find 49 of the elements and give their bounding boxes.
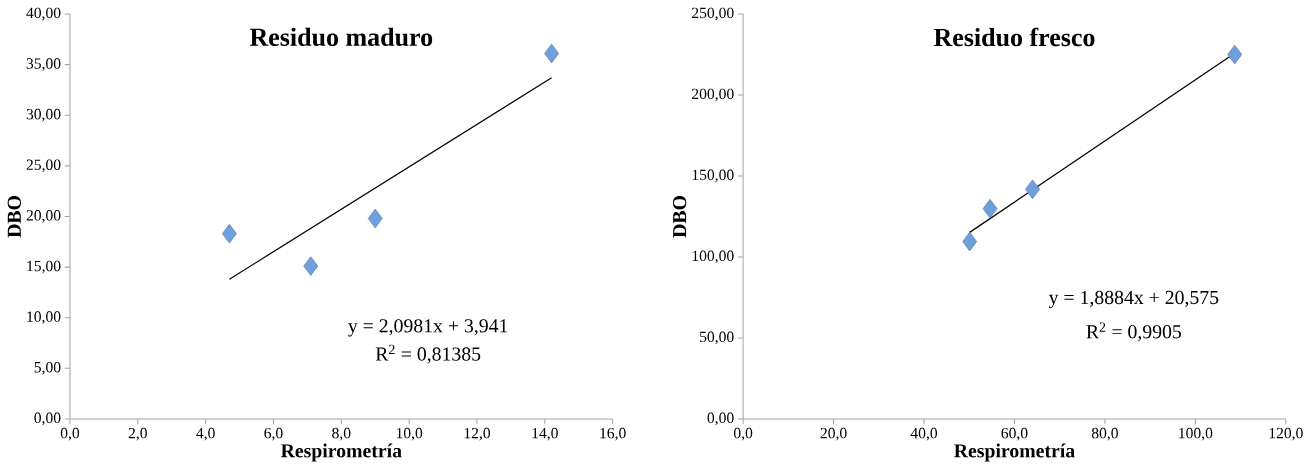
x-tick-label: 4,0 (196, 427, 215, 441)
point (1227, 44, 1243, 65)
y-tick-label: 40,00 (26, 7, 61, 21)
x-tick-label: 8,0 (332, 427, 351, 441)
x-tick-label: 20,0 (820, 427, 847, 441)
annotation: R$^{2}$ = 0,81385 (375, 344, 481, 364)
chart-title: Residuo fresco (933, 27, 1095, 47)
y-axis-title: DBO (673, 195, 687, 238)
x-tick-label: 2,0 (128, 427, 147, 441)
x-tick-label: 16,0 (600, 427, 626, 441)
annotation: y = 1,8884x + 20,575 (1048, 290, 1219, 309)
y-tick-label: 15,00 (27, 260, 61, 274)
x-tick-label: 0,0 (733, 427, 753, 441)
x-tick-label: 120,0 (1269, 427, 1303, 441)
x-tick-label: 100,0 (1179, 427, 1213, 441)
x-tick-label: 12,0 (464, 427, 491, 441)
y-tick-label: 5,00 (34, 361, 61, 375)
point (222, 223, 237, 244)
point (303, 256, 319, 276)
y-tick-label: 20,00 (26, 210, 61, 223)
y-tick-label: 100,00 (692, 250, 734, 264)
y-tick-label: 0,00 (34, 412, 61, 426)
x-tick-label: 14,0 (532, 427, 558, 441)
x-tick-label: 6,0 (264, 427, 283, 441)
x-tick-label: 80,0 (1091, 427, 1118, 441)
y-axis-title: DBO (7, 195, 21, 238)
x-axis-title: Respirometría (954, 443, 1075, 462)
y-tick-label: 200,00 (692, 88, 734, 102)
y-tick-label: 250,00 (692, 7, 734, 21)
x-tick-label: 60,0 (1001, 427, 1028, 441)
x-tick-label: 0,0 (60, 427, 80, 441)
x-axis-title: Respirometría (280, 443, 402, 462)
y-tick-label: 35,00 (26, 58, 61, 71)
y-tick-label: 0,00 (707, 412, 734, 426)
chart-title: Residuo maduro (249, 27, 433, 46)
point (367, 208, 383, 229)
y-tick-label: 30,00 (26, 108, 61, 122)
annotation: y = 2,0981x + 3,941 (348, 319, 508, 337)
y-tick-label: 10,00 (27, 311, 61, 325)
annotation: R$^{2}$ = 0,9905 (1086, 322, 1182, 342)
y-tick-label: 25,00 (26, 159, 61, 173)
y-tick-label: 50,00 (700, 331, 734, 345)
point (962, 231, 978, 252)
point (1025, 179, 1040, 199)
y-tick-label: 150,00 (692, 169, 734, 183)
x-tick-label: 10,0 (396, 427, 423, 441)
point (544, 43, 559, 64)
point (982, 198, 998, 219)
x-tick-label: 40,0 (910, 427, 938, 441)
